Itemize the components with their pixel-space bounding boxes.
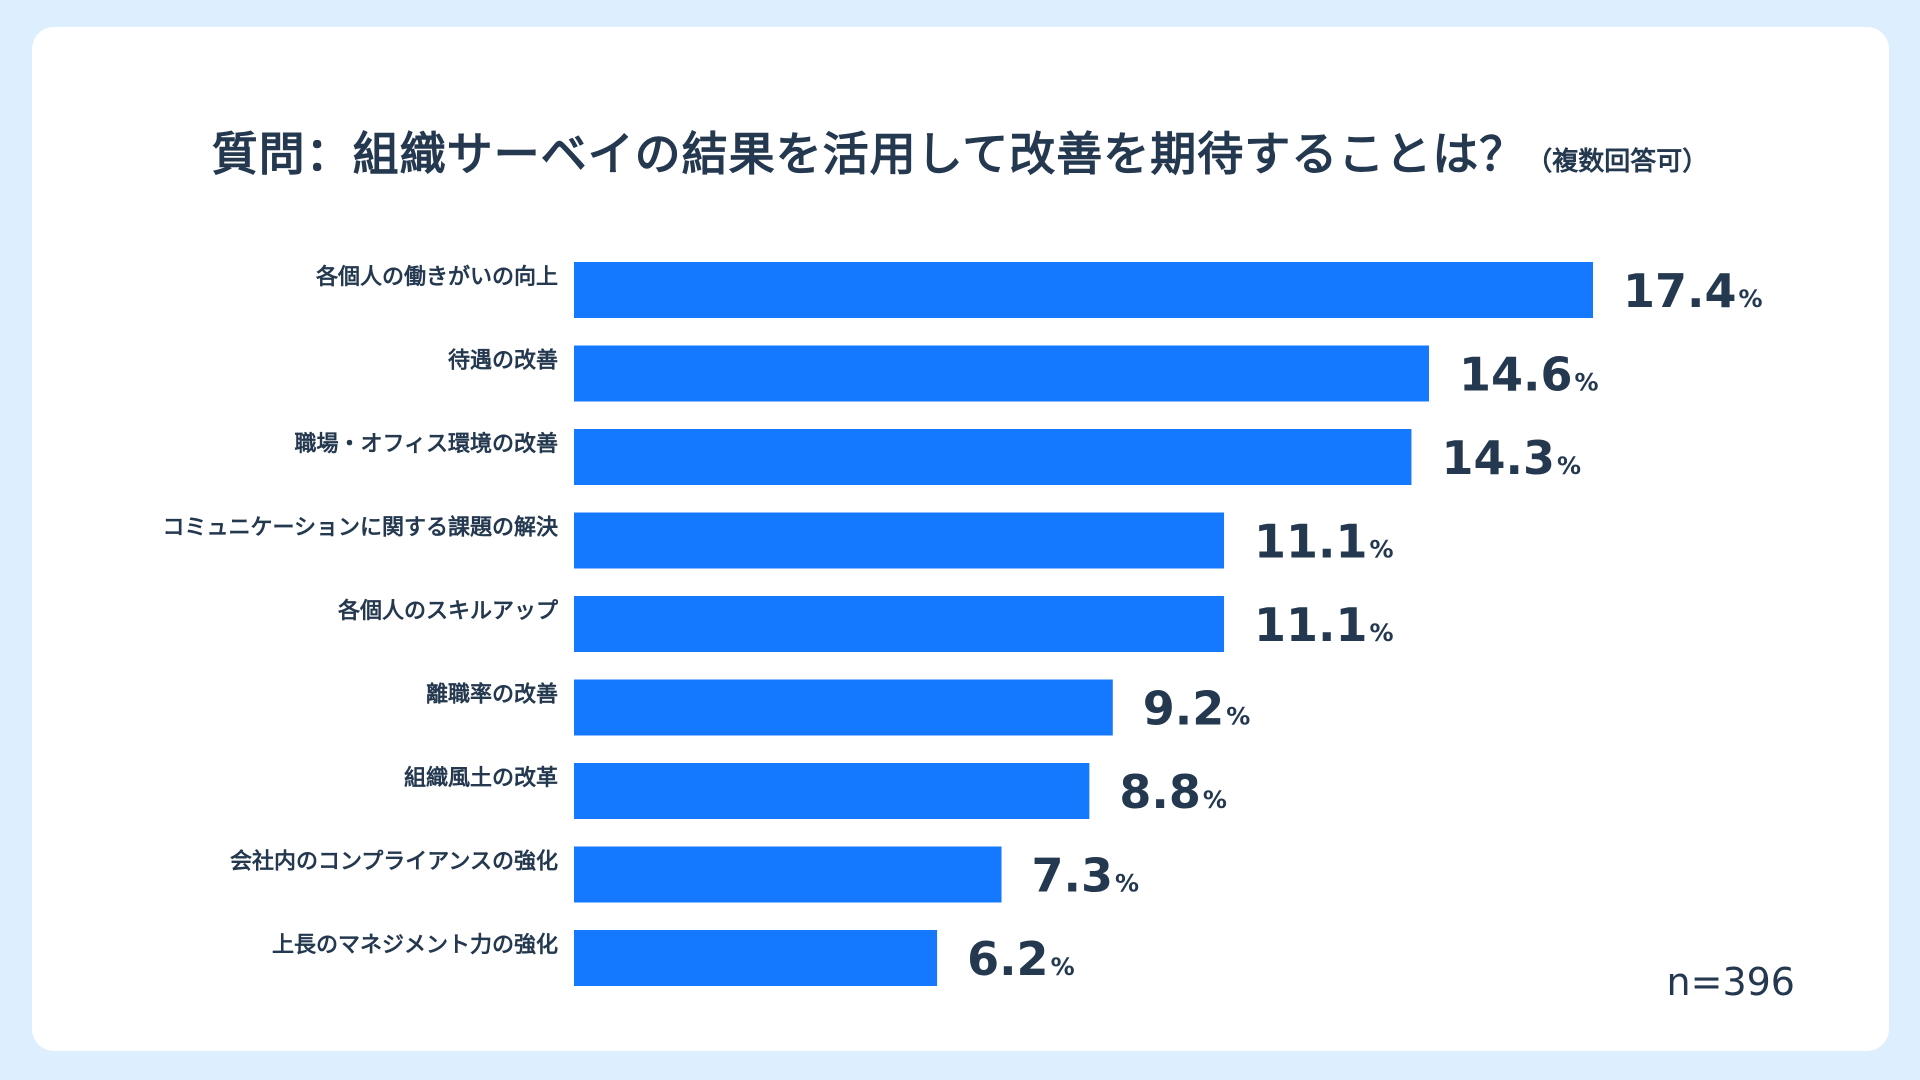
data-label-unit: %	[1370, 619, 1394, 647]
bar-row: 各個人の働きがいの向上 17.4%	[315, 262, 1763, 318]
data-label: 11.1%	[1254, 598, 1394, 652]
bar-row: 離職率の改善 9.2%	[426, 679, 1251, 736]
data-label-unit: %	[1370, 536, 1394, 564]
bar-row: 各個人のスキルアップ 11.1%	[337, 596, 1394, 652]
bar-row: 上長のマネジメント力の強化 6.2%	[272, 930, 1075, 986]
data-label: 14.3%	[1441, 431, 1581, 485]
data-label-unit: %	[1226, 703, 1250, 731]
bar-row: コミュニケーションに関する課題の解決 11.1%	[162, 512, 1394, 569]
chart-title: 質問：組織サーベイの結果を活用して改善を期待することは？（複数回答可）	[0, 118, 1920, 184]
sample-size-label: n=396	[1666, 960, 1795, 1004]
data-label: 9.2%	[1143, 682, 1251, 736]
bar	[574, 429, 1412, 485]
data-label-value: 8.8	[1119, 765, 1201, 819]
bar-row: 組織風土の改革 8.8%	[404, 763, 1227, 819]
bar	[574, 930, 938, 986]
data-label-unit: %	[1051, 953, 1075, 981]
bar	[574, 846, 1002, 903]
data-label: 7.3%	[1032, 849, 1140, 903]
data-label-unit: %	[1575, 369, 1599, 397]
data-label-value: 9.2	[1143, 682, 1225, 736]
category-label: コミュニケーションに関する課題の解決	[162, 515, 559, 541]
category-label: 職場・オフィス環境の改善	[294, 431, 558, 457]
category-label: 各個人のスキルアップ	[337, 598, 559, 624]
bar	[574, 596, 1225, 652]
data-label-value: 7.3	[1032, 849, 1114, 903]
data-label-value: 6.2	[967, 932, 1049, 986]
category-label: 会社内のコンプライアンスの強化	[230, 849, 558, 875]
bar	[574, 262, 1593, 318]
bar	[574, 679, 1113, 736]
category-label: 組織風土の改革	[404, 765, 558, 791]
data-label-value: 14.3	[1441, 431, 1555, 485]
data-label: 11.1%	[1254, 515, 1394, 569]
data-label-unit: %	[1557, 452, 1581, 480]
category-label: 上長のマネジメント力の強化	[272, 932, 558, 958]
data-label-unit: %	[1115, 870, 1139, 898]
bar	[574, 512, 1225, 569]
chart-title-main: 質問：組織サーベイの結果を活用して改善を期待することは？	[211, 127, 1527, 181]
data-label: 8.8%	[1119, 765, 1227, 819]
data-label-value: 11.1	[1254, 515, 1368, 569]
data-label-value: 17.4	[1623, 264, 1737, 318]
bar	[574, 345, 1430, 402]
data-label: 17.4%	[1623, 264, 1763, 318]
bar-row: 待遇の改善 14.6%	[448, 345, 1599, 402]
bar	[574, 763, 1090, 819]
data-label: 6.2%	[967, 932, 1075, 986]
data-label: 14.6%	[1459, 348, 1599, 402]
data-label-value: 14.6	[1459, 348, 1573, 402]
data-label-unit: %	[1203, 786, 1227, 814]
category-label: 各個人の働きがいの向上	[315, 264, 558, 290]
data-label-unit: %	[1739, 285, 1763, 313]
data-label-value: 11.1	[1254, 598, 1368, 652]
category-label: 待遇の改善	[448, 348, 558, 374]
category-label: 離職率の改善	[426, 682, 558, 708]
bar-row: 会社内のコンプライアンスの強化 7.3%	[230, 846, 1140, 903]
chart-title-subtitle: （複数回答可）	[1526, 147, 1709, 177]
bar-row: 職場・オフィス環境の改善 14.3%	[294, 429, 1581, 485]
